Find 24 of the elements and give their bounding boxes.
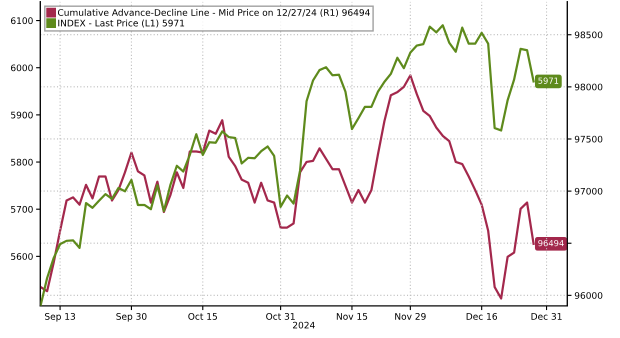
y2-tick-label: 96000: [574, 292, 602, 299]
y2-tick-label: 97500: [574, 136, 602, 143]
x-tick-label: Sep 13: [44, 312, 76, 322]
data-label: 96494: [538, 240, 564, 246]
x-tick-label: Oct 15: [188, 312, 217, 320]
legend-label: Cumulative Advance-Decline Line - Mid Price on 12/27/24 (R1) 96494: [58, 8, 370, 17]
y-tick-label: 6000: [11, 64, 33, 72]
x-tick-label: Oct 31: [266, 312, 295, 320]
x-tick-label: Dec 16: [466, 312, 498, 320]
y-tick-label: 5900: [11, 112, 33, 118]
x-tick-label: Nov 29: [395, 312, 426, 320]
x-tick-label: Dec 31: [532, 312, 562, 320]
legend-label: INDEX - Last Price (L1) 5971: [58, 19, 184, 28]
y-tick-label: 6100: [11, 17, 33, 24]
data-label: 5971: [538, 78, 558, 84]
y-tick-label: 5800: [11, 158, 33, 166]
y-tick-label: 5700: [11, 206, 33, 213]
y-tick-label: 5600: [11, 253, 33, 260]
x-tick-label: Sep 30: [116, 312, 147, 322]
y2-tick-label: 98000: [574, 84, 602, 90]
x-tick-label: Nov 15: [336, 313, 368, 320]
y2-tick-label: 97000: [574, 188, 602, 195]
y2-tick-label: 98500: [574, 31, 602, 38]
x-axis-title: 2024: [292, 322, 315, 329]
